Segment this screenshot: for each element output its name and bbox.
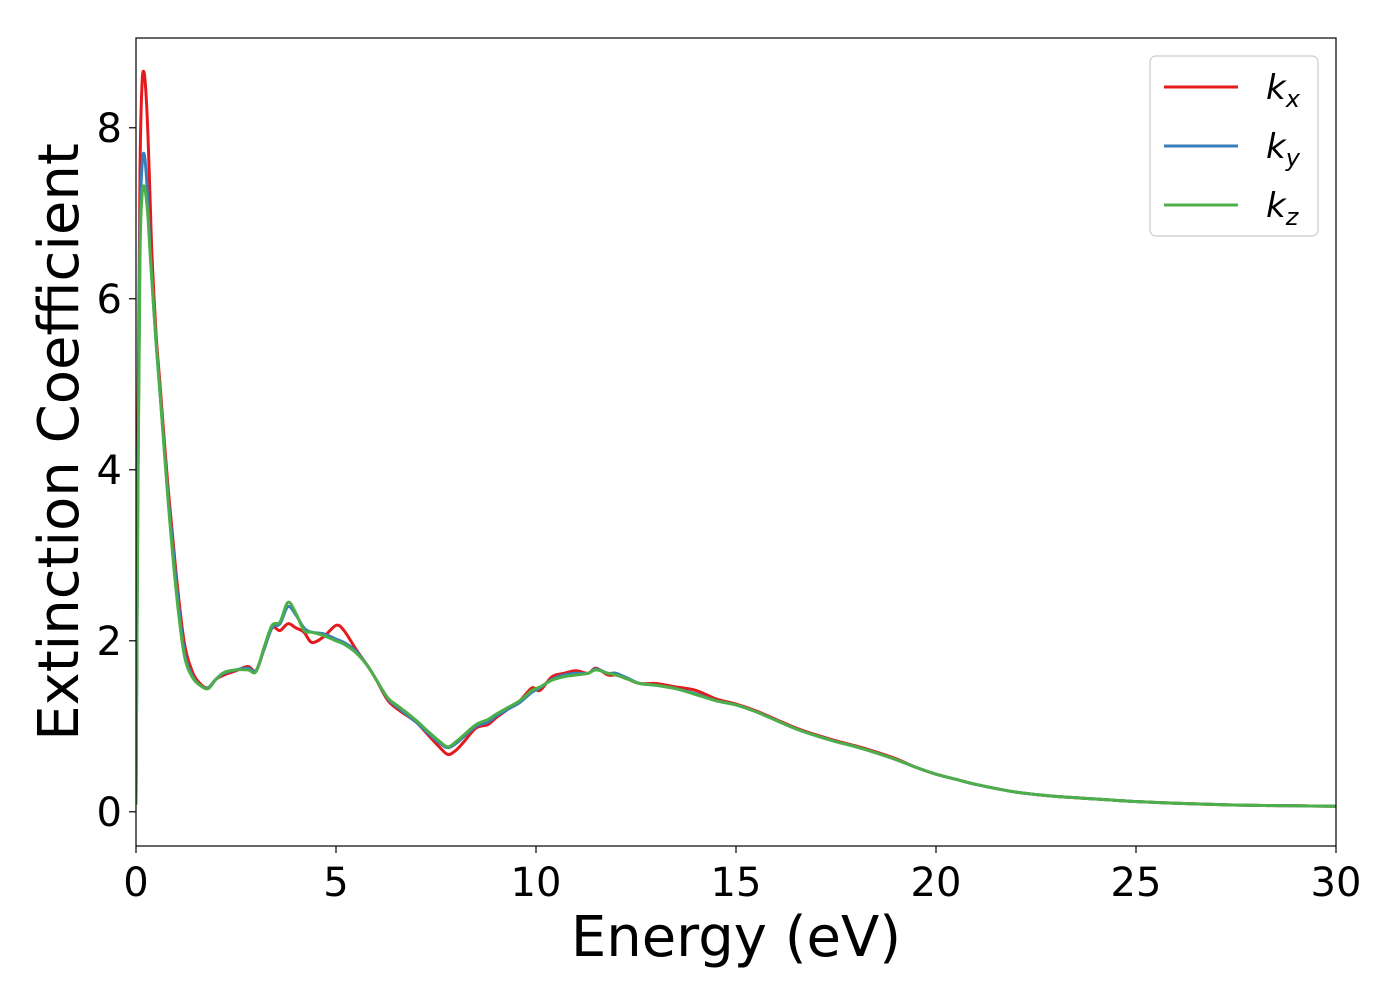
- x-axis-title: Energy (eV): [571, 905, 901, 970]
- legend-label-z: kz: [1266, 186, 1300, 231]
- x-tick-label: 10: [511, 860, 562, 906]
- legend-label-x: kx: [1266, 68, 1301, 113]
- legend-label-main: k: [1266, 127, 1287, 167]
- legend-label-y: ky: [1266, 127, 1301, 172]
- x-axis-ticks: 0 5 10 15 20 25 30: [123, 846, 1361, 906]
- y-axis-title: Extinction Coefficient: [27, 143, 92, 741]
- legend-label-main: k: [1266, 186, 1287, 226]
- y-tick-label: 6: [97, 277, 122, 323]
- series-line-y: [136, 151, 1336, 808]
- legend-label-sub: y: [1285, 144, 1301, 172]
- x-tick-label: 5: [323, 860, 348, 906]
- series-line-z: [136, 184, 1336, 808]
- x-tick-label: 30: [1311, 860, 1362, 906]
- x-tick-label: 20: [911, 860, 962, 906]
- y-tick-label: 2: [97, 619, 122, 665]
- x-tick-label: 25: [1111, 860, 1162, 906]
- x-tick-label: 15: [711, 860, 762, 906]
- x-tick-label: 0: [123, 860, 148, 906]
- legend-label-sub: x: [1285, 85, 1301, 113]
- legend-label-main: k: [1266, 68, 1287, 108]
- y-tick-label: 4: [97, 448, 122, 494]
- legend-label-sub: z: [1285, 203, 1300, 231]
- y-axis-ticks: 0 2 4 6 8: [97, 106, 136, 836]
- series-layer: [136, 69, 1336, 808]
- y-tick-label: 0: [97, 790, 122, 836]
- y-tick-label: 8: [97, 106, 122, 152]
